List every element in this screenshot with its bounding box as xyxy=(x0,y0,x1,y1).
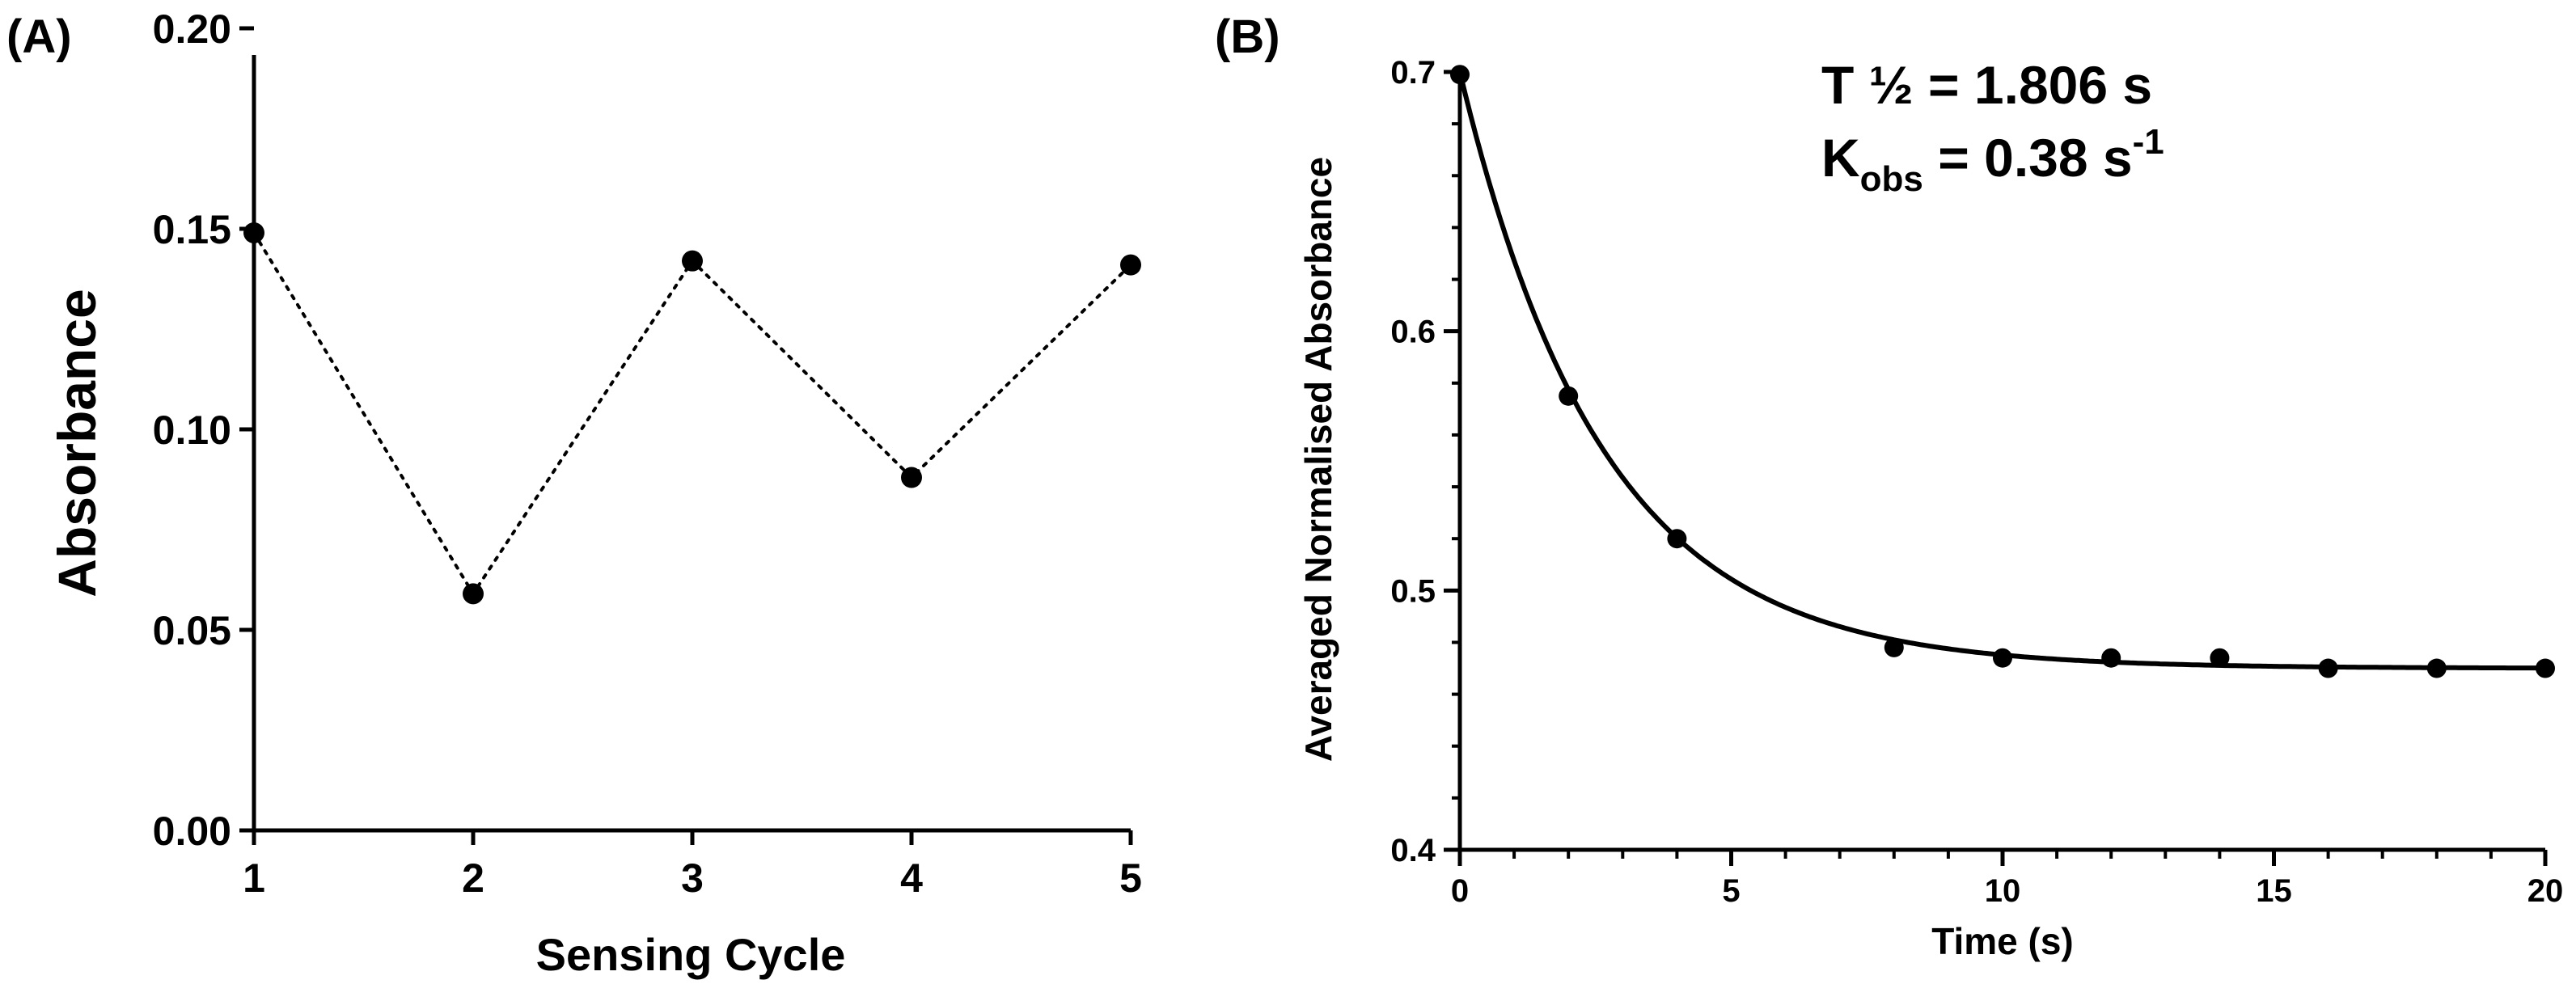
kobs-prefix: K xyxy=(1821,128,1860,188)
panel-b-label: (B) xyxy=(1215,11,1280,63)
panel-b-y-axis-title: Averaged Normalised Absorbance xyxy=(1297,157,1339,762)
panel-a-x-tick-label: 3 xyxy=(681,855,704,901)
panel-b-data-point xyxy=(1993,648,2012,668)
panel-a-chart: (A) 0.00 0.05 0.10 0.15 0.20 1 2 3 4 5 Sensing C… xyxy=(6,6,1142,980)
panel-a-series-line xyxy=(252,230,1132,598)
panel-b-y-tick-label: 0.5 xyxy=(1390,573,1436,609)
panel-b-x-tick-label: 15 xyxy=(2256,873,2292,909)
panel-a-data-point xyxy=(243,222,264,243)
panel-a-y-tick-label: 0.10 xyxy=(153,408,231,453)
panel-a-y-tick-label: 0.20 xyxy=(153,6,231,52)
panel-b-data-point xyxy=(2101,648,2121,668)
panel-b-data-point xyxy=(1559,386,1579,406)
panel-b-data-point xyxy=(1884,637,1904,657)
panel-b-x-tick-label: 5 xyxy=(1722,873,1740,909)
panel-b-x-axis-title: Time (s) xyxy=(1931,920,2074,962)
half-life-annotation: T ½ = 1.806 s xyxy=(1821,55,2152,115)
panel-b-chart: (B) 0.4 0.5 0.6 0.7 0 5 10 15 20 Time (s) Avera… xyxy=(1215,11,2563,962)
panel-b-data-point xyxy=(2318,658,2338,678)
panel-b-x-tick-label: 10 xyxy=(1985,873,2021,909)
panel-b-data-point xyxy=(1450,65,1470,85)
panel-a-y-tick-label: 0.15 xyxy=(153,207,231,252)
panel-b-y-tick-label: 0.6 xyxy=(1390,315,1436,350)
panel-b-x-tick-label: 0 xyxy=(1451,873,1469,909)
panel-b-data-point xyxy=(2210,648,2230,668)
kobs-annotation: Kobs = 0.38 s-1 xyxy=(1821,122,2164,199)
kobs-value: = 0.38 s xyxy=(1923,128,2133,188)
panel-b-data-point xyxy=(1667,529,1687,549)
panel-b-x-tick-label: 20 xyxy=(2527,873,2564,909)
panel-a-y-axis-title: Absorbance xyxy=(47,289,107,597)
panel-a-y-tick-label: 0.05 xyxy=(153,608,231,653)
panel-b-data-point xyxy=(2536,658,2555,678)
panel-b-y-tick-label: 0.4 xyxy=(1390,833,1436,868)
panel-a-label: (A) xyxy=(6,11,72,63)
panel-a-data-point xyxy=(463,583,484,605)
kobs-exponent: -1 xyxy=(2133,122,2164,162)
panel-a-data-point xyxy=(682,250,703,272)
panel-a-data-point xyxy=(1120,254,1141,276)
kobs-subscript: obs xyxy=(1860,159,1923,199)
panel-a-y-tick-label: 0.00 xyxy=(153,809,231,854)
panel-a-x-tick-label: 4 xyxy=(900,855,923,901)
panel-a-x-axis-title: Sensing Cycle xyxy=(536,929,846,980)
panel-a-data-point xyxy=(901,467,922,488)
panel-a-x-tick-label: 5 xyxy=(1119,855,1142,901)
panel-b-data-point xyxy=(2426,658,2447,678)
panel-a-x-tick-label: 1 xyxy=(243,855,265,901)
panel-a-x-tick-label: 2 xyxy=(462,855,484,901)
panel-b-y-tick-label: 0.7 xyxy=(1390,55,1436,91)
